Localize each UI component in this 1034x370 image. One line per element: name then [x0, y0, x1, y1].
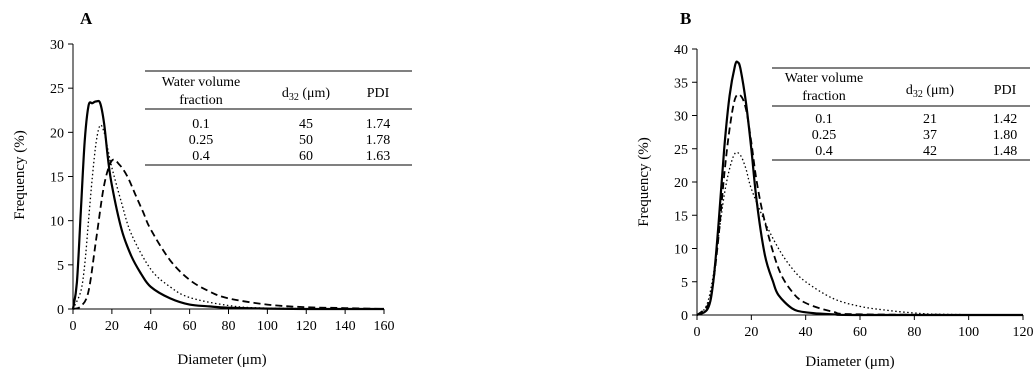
panel-a-table-cell: 0.25 [189, 133, 214, 148]
panel-b-y-tick-label: 40 [674, 43, 688, 58]
panel-a-y-tick-label: 15 [50, 171, 64, 186]
panel-b: B Diameter (μm) Frequency (%) 0 5 10 15 20 25… [636, 9, 1034, 370]
panel-a-x-tick-label: 60 [183, 319, 197, 334]
panel-a-y-tick-label: 10 [50, 215, 64, 230]
panel-b-x-tick-label: 0 [694, 325, 701, 340]
panel-b-x-tick-label: 100 [958, 325, 979, 340]
panel-b-ticks: 0 5 10 15 20 25 30 35 40 0 20 40 60 80 100 120 [674, 43, 1034, 340]
panel-b-table-header-d32: d32 (μm) [906, 83, 955, 100]
panel-a-series-solid [71, 99, 384, 311]
panel-a-table-header-fraction: Water volume [162, 75, 241, 90]
panel-b-table-header-pdi: PDI [994, 83, 1017, 98]
panel-b-x-tick-label: 20 [744, 325, 758, 340]
panel-a-y-tick-label: 30 [50, 38, 64, 53]
panel-b-y-axis-title: Frequency (%) [636, 137, 652, 227]
panel-b-series-dotted [696, 151, 1024, 316]
panel-b-x-tick-label: 40 [799, 325, 813, 340]
panel-a-table-cell: 50 [299, 133, 313, 148]
panel-b-x-tick-label: 80 [907, 325, 921, 340]
panel-b-table-header-fraction: Water volume [785, 71, 864, 86]
panel-a-table: Water volume fraction d32 (μm) PDI 0.1 45… [145, 70, 412, 166]
panel-a-y-tick-label: 25 [50, 82, 64, 97]
panel-a-table-header-fraction-line2: fraction [179, 93, 223, 108]
panel-a-x-tick-label: 40 [144, 319, 158, 334]
panel-b-table-cell: 42 [923, 144, 937, 159]
panel-a-series-dotted [72, 124, 385, 310]
panel-b-y-tick-label: 30 [674, 110, 688, 125]
panel-a-table-rows: 0.1 45 1.74 0.25 50 1.78 0.4 60 1.63 [189, 117, 391, 164]
panel-b-letter: B [680, 9, 691, 28]
panel-a-y-axis-title: Frequency (%) [12, 130, 28, 220]
panel-a-x-tick-label: 120 [296, 319, 317, 334]
panel-b-y-tick-label: 35 [674, 76, 688, 91]
panel-b-table-header-fraction-line2: fraction [802, 89, 846, 104]
panel-a-table-cell: 0.1 [192, 117, 210, 132]
panel-b-x-tick-label: 60 [853, 325, 867, 340]
panel-a-table-cell: 60 [299, 149, 313, 164]
panel-a-ticks: 0 5 10 15 20 25 30 0 20 40 60 80 100 120 140 160 [50, 38, 395, 334]
panel-a-table-cell: 1.74 [366, 117, 391, 132]
panel-b-y-tick-label: 5 [681, 276, 688, 291]
panel-a-table-header-d32: d32 (μm) [282, 86, 331, 103]
panel-b-y-tick-label: 20 [674, 176, 688, 191]
panel-b-y-tick-label: 10 [674, 243, 688, 258]
panel-b-table-cell: 1.42 [993, 112, 1018, 127]
panel-b-table-cell: 0.25 [812, 128, 837, 143]
panel-b-y-tick-label: 25 [674, 143, 688, 158]
panel-a-x-tick-label: 140 [335, 319, 356, 334]
panel-a-x-tick-label: 0 [70, 319, 77, 334]
panel-a-series [71, 99, 385, 311]
panel-a-table-cell: 1.63 [366, 149, 391, 164]
panel-b-y-tick-label: 0 [681, 309, 688, 324]
panel-b-table-cell: 0.4 [815, 144, 833, 159]
panel-a-y-tick-label: 0 [57, 303, 64, 318]
panel-b-table-cell: 37 [923, 128, 937, 143]
panel-a-table-cell: 45 [299, 117, 313, 132]
panel-b-table: Water volume fraction d32 (μm) PDI 0.1 21… [772, 67, 1030, 161]
panel-a-x-tick-label: 160 [374, 319, 395, 334]
panel-b-table-cell: 21 [923, 112, 937, 127]
panel-a-y-tick-label: 20 [50, 126, 64, 141]
panel-a-y-tick-label: 5 [57, 259, 64, 274]
panel-b-table-cell: 1.48 [993, 144, 1018, 159]
panel-a: A Diameter (μm) Frequency (%) 0 5 10 15 20 25… [12, 9, 412, 368]
panel-b-table-cell: 0.1 [815, 112, 833, 127]
panel-b-series [696, 60, 1024, 317]
panel-b-table-rows: 0.1 21 1.42 0.25 37 1.80 0.4 42 1.48 [812, 112, 1018, 159]
panel-b-series-solid [696, 60, 1023, 317]
panel-a-series-dashed [72, 158, 385, 310]
panel-a-table-cell: 0.4 [192, 149, 210, 164]
panel-b-series-dashed [696, 93, 1024, 316]
panel-b-x-tick-label: 120 [1013, 325, 1034, 340]
panel-a-x-axis-title: Diameter (μm) [177, 352, 266, 368]
panel-a-x-tick-label: 80 [222, 319, 236, 334]
panel-a-x-tick-label: 100 [257, 319, 278, 334]
panel-a-x-tick-label: 20 [105, 319, 119, 334]
panel-a-letter: A [80, 9, 93, 28]
panel-b-y-tick-label: 15 [674, 209, 688, 224]
panel-a-table-cell: 1.78 [366, 133, 391, 148]
panel-b-table-cell: 1.80 [993, 128, 1018, 143]
panel-a-table-header-pdi: PDI [367, 86, 390, 101]
panel-b-x-axis-title: Diameter (μm) [805, 354, 894, 370]
